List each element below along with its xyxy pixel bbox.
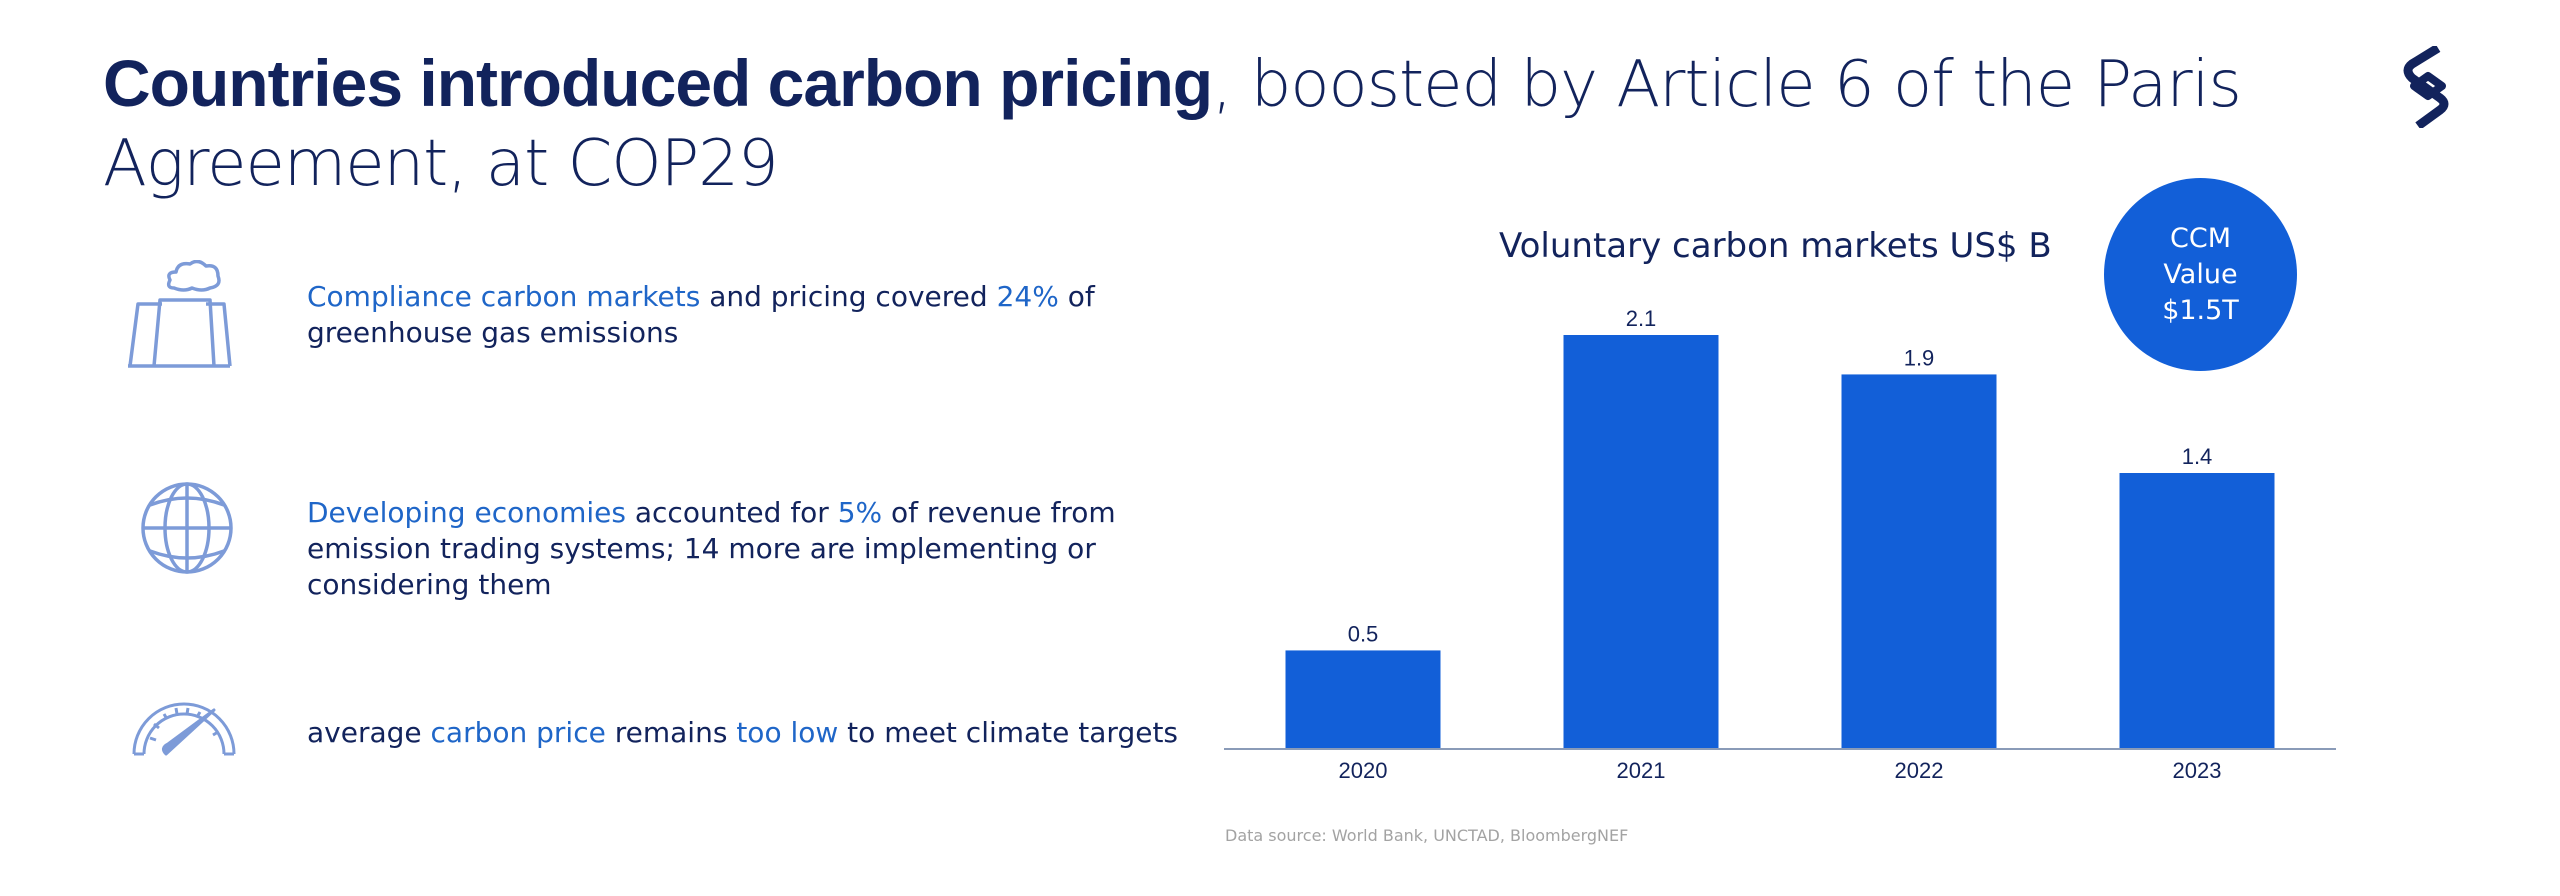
title-bold: Countries introduced carbon pricing bbox=[103, 46, 1213, 120]
text-part: carbon price bbox=[430, 716, 606, 749]
text-part: average bbox=[307, 716, 431, 749]
bar-2021 bbox=[1563, 335, 1719, 749]
ccm-line2: Value bbox=[2163, 258, 2238, 290]
text-part: and pricing covered bbox=[700, 280, 997, 313]
data-label-2021: 2.1 bbox=[1626, 306, 1657, 331]
data-label-2020: 0.5 bbox=[1348, 621, 1379, 646]
text-part: too low bbox=[736, 716, 839, 749]
ccm-line3: $1.5T bbox=[2162, 294, 2239, 326]
text-part: of revenue from emission trading systems… bbox=[307, 496, 1116, 601]
data-label-2023: 1.4 bbox=[2182, 444, 2213, 469]
text-part: Compliance carbon markets bbox=[307, 280, 701, 313]
stat-text: Developing economies accounted for 5% of… bbox=[307, 495, 1167, 603]
globe-icon bbox=[141, 482, 233, 574]
bar-2023 bbox=[2119, 473, 2275, 749]
bar-2022 bbox=[1841, 374, 1997, 749]
brand-logo-icon bbox=[2403, 46, 2449, 128]
x-tick-label-2022: 2022 bbox=[1895, 758, 1944, 783]
bar-2020 bbox=[1285, 650, 1441, 749]
text-part: of greenhouse gas emissions bbox=[307, 280, 1095, 349]
stat-text: Compliance carbon markets and pricing co… bbox=[307, 279, 1187, 351]
x-tick-label-2021: 2021 bbox=[1617, 758, 1666, 783]
chart-title: Voluntary carbon markets US$ B bbox=[1499, 226, 2052, 266]
text-part: remains bbox=[605, 716, 737, 749]
data-source: Data source: World Bank, UNCTAD, Bloombe… bbox=[1225, 826, 1629, 845]
x-tick-label-2020: 2020 bbox=[1339, 758, 1388, 783]
gauge-icon bbox=[132, 702, 236, 756]
stat-text: average carbon price remains too low to … bbox=[307, 715, 1207, 751]
text-part: 5% bbox=[837, 496, 883, 529]
data-label-2022: 1.9 bbox=[1904, 345, 1935, 370]
ccm-line1: CCM bbox=[2169, 222, 2231, 254]
text-part: to meet climate targets bbox=[838, 716, 1179, 749]
text-part: 24% bbox=[996, 280, 1059, 313]
ccm-value-badge: CCM Value $1.5T bbox=[2104, 178, 2297, 371]
x-tick-label-2023: 2023 bbox=[2173, 758, 2222, 783]
title-rest: , boosted by Article 6 of the Paris Agre… bbox=[103, 48, 2242, 201]
text-part: accounted for bbox=[625, 496, 838, 529]
power-plant-icon bbox=[128, 260, 232, 368]
text-part: Developing economies bbox=[307, 496, 626, 529]
page-title: Countries introduced carbon pricing, boo… bbox=[103, 44, 2353, 203]
